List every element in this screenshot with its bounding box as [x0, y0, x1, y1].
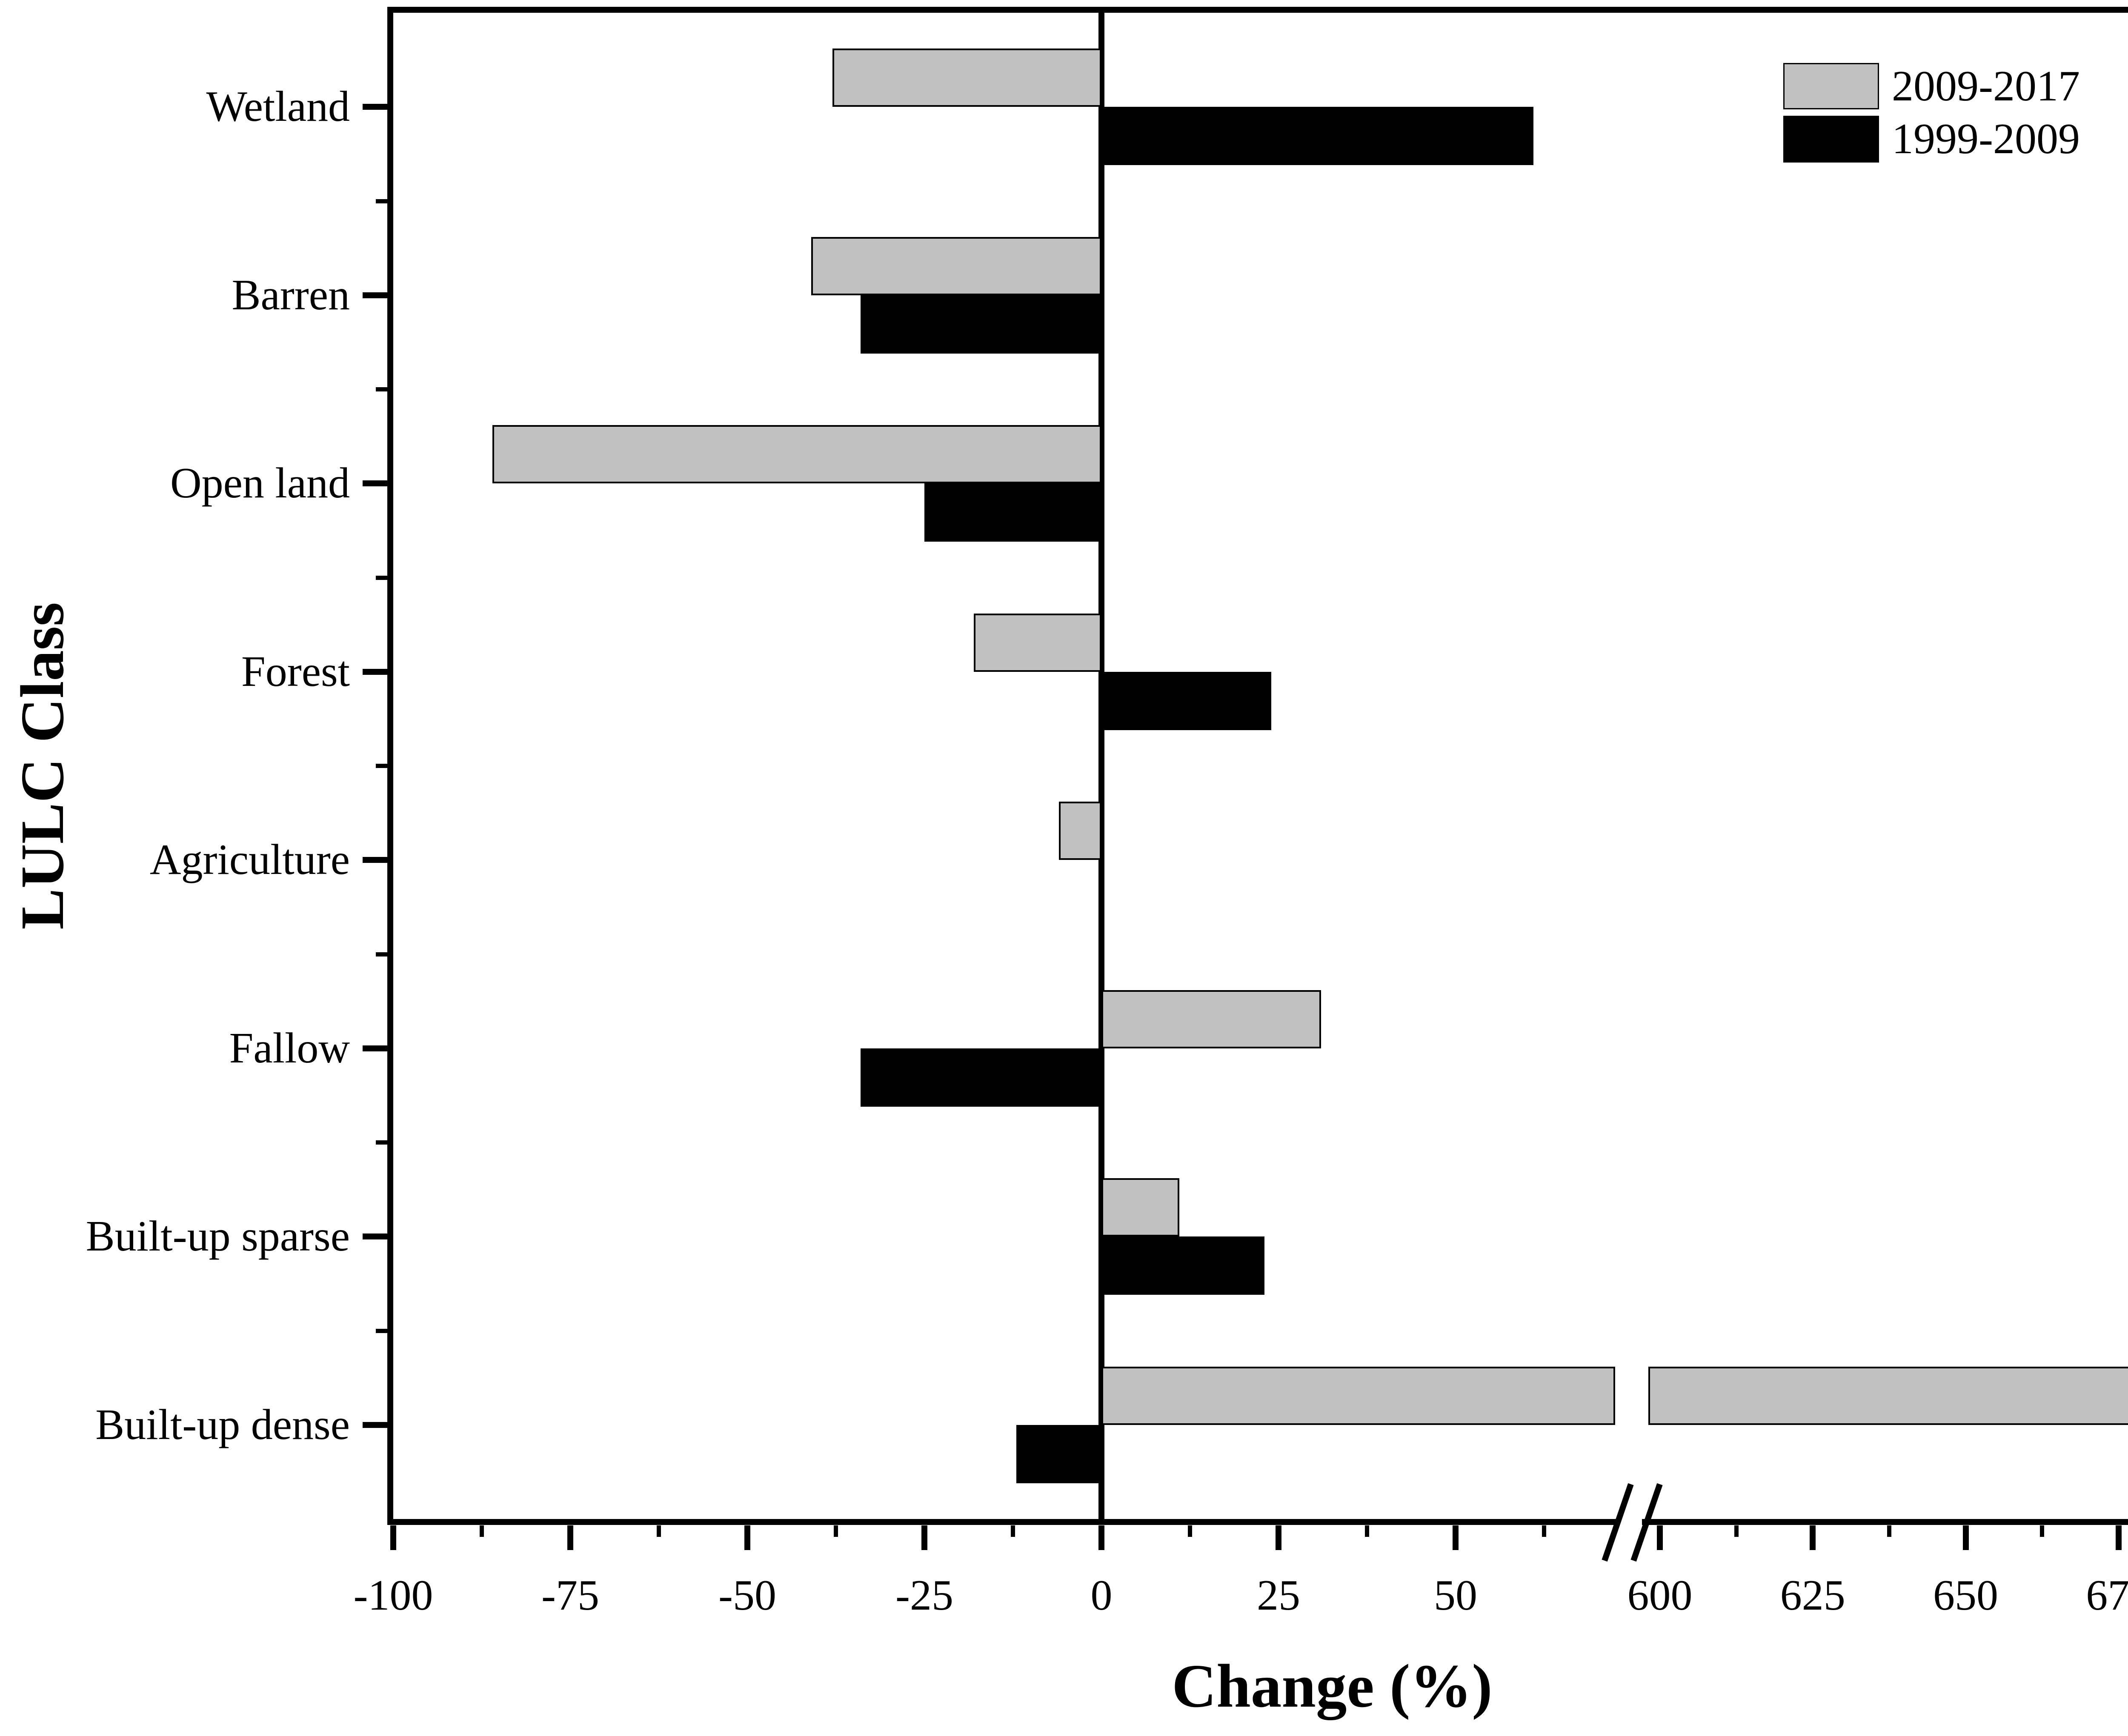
- y-minor-tick-6: [376, 1140, 387, 1145]
- y-minor-tick-4: [376, 764, 387, 768]
- x-tick-label-650: 650: [1933, 1571, 1998, 1619]
- x-tick-650: [1962, 1525, 1969, 1550]
- y-tick-fallow: [363, 1045, 387, 1051]
- plot-frame: [387, 7, 2128, 1525]
- y-label-barren: Barren: [232, 271, 350, 319]
- bar-barren-2009-2017: [811, 237, 1101, 295]
- x-minor-tick-62.5: [657, 1525, 661, 1537]
- x-tick-25: [1276, 1525, 1281, 1550]
- x-minor-tick-12.5: [1011, 1525, 1015, 1537]
- y-label-built-up-dense: Built-up dense: [95, 1400, 350, 1449]
- y-minor-tick-7: [376, 1328, 387, 1333]
- y-minor-tick-5: [376, 952, 387, 957]
- bar-open-land-2009-2017: [492, 425, 1101, 484]
- x-tick-675: [2115, 1525, 2122, 1550]
- x-minor-tick-37.5: [834, 1525, 838, 1537]
- bar-built-up-sparse-2009-2017: [1101, 1178, 1180, 1237]
- bar-barren-1999-2009: [861, 295, 1101, 354]
- y-tick-barren: [363, 292, 387, 298]
- bar-agriculture-2009-2017: [1059, 802, 1101, 860]
- bar-forest-2009-2017: [974, 613, 1101, 672]
- bar-fallow-1999-2009: [861, 1048, 1101, 1107]
- y-minor-tick-1: [376, 199, 387, 203]
- legend-swatch-1999-2009: [1783, 116, 1879, 163]
- y-tick-wetland: [363, 104, 387, 110]
- y-axis-title: LULC Class: [9, 602, 77, 930]
- bar-wetland-2009-2017: [832, 49, 1101, 107]
- bar-built-up-dense-1999-2009: [1016, 1425, 1101, 1483]
- legend-label-2009-2017: 2009-2017: [1892, 62, 2080, 110]
- x-tick-label-625: 625: [1780, 1571, 1845, 1619]
- x-minor-tick-662.5: [2040, 1525, 2045, 1537]
- y-minor-tick-3: [376, 575, 387, 580]
- x-tick-label-50: 50: [1434, 1571, 1477, 1619]
- x-minor-tick-37.5: [1365, 1525, 1369, 1537]
- legend-label-1999-2009: 1999-2009: [1892, 115, 2080, 163]
- x-tick-100: [390, 1525, 396, 1550]
- x-tick-label-50: -50: [718, 1571, 776, 1619]
- y-tick-open-land: [363, 480, 387, 487]
- x-tick-label-75: -75: [541, 1571, 599, 1619]
- y-tick-agriculture: [363, 857, 387, 863]
- y-minor-tick-2: [376, 387, 387, 391]
- y-label-fallow: Fallow: [229, 1024, 350, 1072]
- bar-built-up-dense-2009-2017-seg2: [1648, 1366, 2128, 1425]
- bar-forest-1999-2009: [1101, 671, 1272, 730]
- x-minor-tick-87.5: [480, 1525, 484, 1537]
- bar-open-land-1999-2009: [924, 483, 1101, 542]
- y-tick-built-up-sparse: [363, 1233, 387, 1240]
- bar-built-up-sparse-1999-2009: [1101, 1236, 1264, 1295]
- x-tick-25: [921, 1525, 927, 1550]
- x-tick-50: [1453, 1525, 1459, 1550]
- axis-break-gap: [1620, 1513, 1642, 1532]
- bar-wetland-1999-2009: [1101, 107, 1534, 166]
- bar-fallow-2009-2017: [1101, 990, 1321, 1048]
- bar-built-up-dense-2009-2017-seg1: [1101, 1366, 1615, 1425]
- y-label-forest: Forest: [241, 647, 350, 696]
- x-tick-label-0: 0: [1090, 1571, 1113, 1619]
- y-label-built-up-sparse: Built-up sparse: [86, 1212, 350, 1261]
- x-tick-50: [744, 1525, 750, 1550]
- x-minor-tick-12.5: [1188, 1525, 1192, 1537]
- x-axis-title: Change (%): [1172, 1652, 1493, 1720]
- x-minor-tick-62.5: [1542, 1525, 1546, 1537]
- x-tick-0: [1098, 1525, 1104, 1550]
- y-label-agriculture: Agriculture: [149, 836, 350, 884]
- x-tick-label-675: 675: [2086, 1571, 2128, 1619]
- x-minor-tick-612.5: [1734, 1525, 1739, 1537]
- x-tick-label-25: 25: [1257, 1571, 1300, 1619]
- y-tick-forest: [363, 668, 387, 675]
- x-tick-label-600: 600: [1627, 1571, 1693, 1619]
- x-tick-625: [1810, 1525, 1816, 1550]
- x-tick-600: [1657, 1525, 1663, 1550]
- x-tick-label-25: -25: [895, 1571, 953, 1619]
- x-tick-75: [567, 1525, 573, 1550]
- x-tick-label-100: -100: [353, 1571, 433, 1619]
- y-tick-built-up-dense: [363, 1422, 387, 1428]
- y-label-wetland: Wetland: [206, 83, 350, 131]
- zero-axis-line: [1098, 13, 1104, 1519]
- y-label-open-land: Open land: [170, 459, 350, 508]
- x-minor-tick-637.5: [1887, 1525, 1891, 1537]
- legend-swatch-2009-2017: [1783, 63, 1879, 109]
